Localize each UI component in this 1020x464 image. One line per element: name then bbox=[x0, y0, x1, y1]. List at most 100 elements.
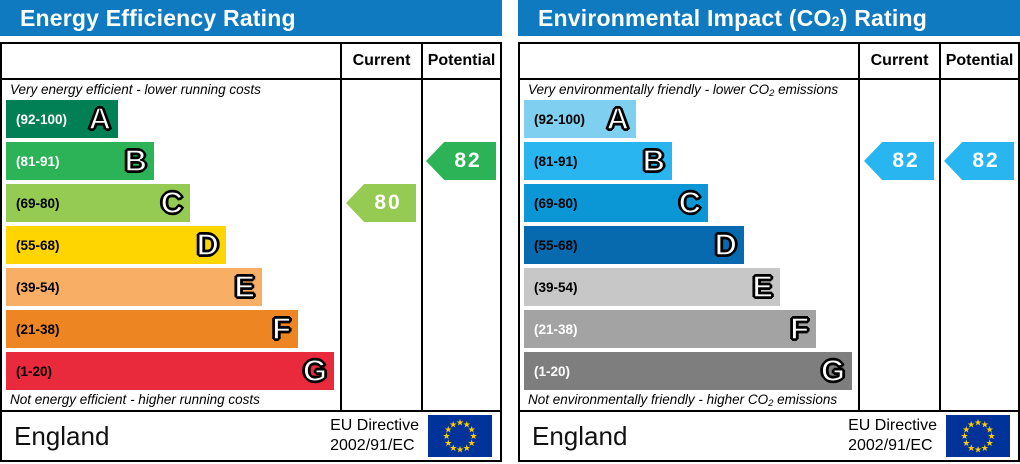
band-row-b: (81-91) B bbox=[6, 142, 340, 184]
energy-rating-table: Current Potential Very energy efficient … bbox=[0, 42, 502, 462]
bands: (92-100) A (81-91) B (69-80) C (55-68) D (39-54)… bbox=[6, 100, 340, 394]
current-rating-arrow: 80 bbox=[346, 184, 416, 222]
bottom-note-suffix: emissions bbox=[773, 392, 838, 407]
svg-text:★: ★ bbox=[967, 443, 975, 453]
svg-text:★: ★ bbox=[981, 420, 989, 430]
band-range-label: (92-100) bbox=[534, 111, 586, 127]
band-row-d: (55-68) D bbox=[6, 226, 340, 268]
band-row-g: (1-20) G bbox=[6, 352, 340, 394]
band-range-label: (39-54) bbox=[534, 279, 578, 295]
band-row-c: (69-80) C bbox=[6, 184, 340, 226]
environmental-rating-table: Current Potential Very environmentally f… bbox=[518, 42, 1020, 462]
band-letter: G bbox=[820, 352, 846, 389]
eu-flag-icon: ★★★★★★★★★★★★ bbox=[946, 415, 1010, 457]
column-divider bbox=[421, 44, 423, 412]
band-letter: A bbox=[606, 100, 630, 137]
potential-column-header: Potential bbox=[427, 52, 496, 69]
footer-row-divider bbox=[2, 410, 500, 412]
band-range-label: (39-54) bbox=[16, 279, 60, 295]
band-range-label: (21-38) bbox=[16, 321, 60, 337]
column-divider bbox=[939, 44, 941, 412]
band-range-label: (55-68) bbox=[16, 237, 60, 253]
top-note: Very environmentally friendly - lower CO… bbox=[528, 82, 854, 100]
band-range-label: (81-91) bbox=[16, 153, 60, 169]
band-letter: E bbox=[234, 268, 256, 305]
band-bar-a: (92-100) A bbox=[6, 100, 118, 138]
bottom-note-subscript: 2 bbox=[768, 398, 774, 410]
top-note-subscript: 2 bbox=[769, 88, 775, 100]
region-label: England bbox=[14, 420, 110, 451]
band-bar-d: (55-68) D bbox=[6, 226, 226, 264]
svg-text:★: ★ bbox=[469, 431, 477, 441]
bottom-note: Not environmentally friendly - higher CO… bbox=[528, 392, 854, 410]
column-divider bbox=[858, 44, 860, 412]
column-divider bbox=[340, 44, 342, 412]
table-footer: England EU Directive 2002/91/EC ★ ★ ★ ★ ★ ★ ★ ★… bbox=[2, 412, 500, 460]
potential-rating-arrow: 82 bbox=[944, 142, 1014, 180]
table-footer: England EU Directive 2002/91/EC ★ ★ ★ ★ ★ ★ ★ ★… bbox=[520, 412, 1018, 460]
header-row-divider bbox=[520, 78, 1018, 80]
svg-text:★: ★ bbox=[974, 445, 982, 455]
band-letter: B bbox=[124, 142, 148, 179]
band-letter: G bbox=[302, 352, 328, 389]
svg-text:★: ★ bbox=[463, 420, 471, 430]
band-letter: F bbox=[789, 310, 810, 347]
top-note-text: Very energy efficient - lower running co… bbox=[10, 82, 261, 97]
band-letter: C bbox=[160, 184, 184, 221]
band-range-label: (21-38) bbox=[534, 321, 578, 337]
eu-directive-line1: EU Directive bbox=[848, 417, 937, 435]
band-letter: C bbox=[678, 184, 702, 221]
bottom-note-text: Not energy efficient - higher running co… bbox=[10, 392, 260, 407]
title-subscript: 2 bbox=[831, 13, 840, 30]
band-row-d: (55-68) D bbox=[524, 226, 858, 268]
band-bar-b: (81-91) B bbox=[524, 142, 672, 180]
svg-text:★: ★ bbox=[967, 420, 975, 430]
svg-text:★: ★ bbox=[456, 418, 464, 428]
band-bar-f: (21-38) F bbox=[524, 310, 816, 348]
title-text: Energy Efficiency Rating bbox=[20, 4, 296, 31]
title-text: Environmental Impact (CO bbox=[538, 4, 832, 31]
band-letter: F bbox=[271, 310, 292, 347]
eu-directive-line1: EU Directive bbox=[330, 417, 419, 435]
svg-text:★: ★ bbox=[974, 418, 982, 428]
band-bar-g: (1-20) G bbox=[6, 352, 334, 390]
band-bar-g: (1-20) G bbox=[524, 352, 852, 390]
band-range-label: (69-80) bbox=[16, 195, 60, 211]
band-letter: D bbox=[196, 226, 220, 263]
band-bar-e: (39-54) E bbox=[524, 268, 780, 306]
svg-text:★: ★ bbox=[986, 438, 994, 448]
eu-directive-label: EU Directive 2002/91/EC bbox=[848, 416, 937, 455]
svg-text:★: ★ bbox=[444, 438, 452, 448]
eu-flag-icon: ★★★★★★★★★★★★ bbox=[428, 415, 492, 457]
band-row-e: (39-54) E bbox=[6, 268, 340, 310]
bottom-note-text: Not environmentally friendly - higher CO bbox=[528, 392, 769, 407]
band-letter: A bbox=[88, 100, 112, 137]
bottom-note: Not energy efficient - higher running co… bbox=[10, 392, 336, 407]
band-letter: D bbox=[714, 226, 738, 263]
title-text-suffix: ) Rating bbox=[839, 4, 927, 31]
potential-rating-arrow: 82 bbox=[426, 142, 496, 180]
band-bar-d: (55-68) D bbox=[524, 226, 744, 264]
top-note: Very energy efficient - lower running co… bbox=[10, 82, 336, 97]
band-bar-e: (39-54) E bbox=[6, 268, 262, 306]
svg-text:★: ★ bbox=[468, 424, 476, 434]
band-row-e: (39-54) E bbox=[524, 268, 858, 310]
band-row-f: (21-38) F bbox=[6, 310, 340, 352]
band-bar-f: (21-38) F bbox=[6, 310, 298, 348]
svg-text:★: ★ bbox=[463, 443, 471, 453]
band-bar-c: (69-80) C bbox=[6, 184, 190, 222]
band-letter: E bbox=[752, 268, 774, 305]
band-range-label: (1-20) bbox=[534, 363, 571, 379]
band-range-label: (92-100) bbox=[16, 111, 68, 127]
eu-directive-line2: 2002/91/EC bbox=[848, 437, 933, 454]
energy-panel-title: Energy Efficiency Rating bbox=[0, 0, 502, 36]
bands: (92-100) A (81-91) B (69-80) C (55-68) D (39-54)… bbox=[524, 100, 858, 394]
band-row-g: (1-20) G bbox=[524, 352, 858, 394]
current-rating-arrow: 82 bbox=[864, 142, 934, 180]
svg-text:★: ★ bbox=[468, 438, 476, 448]
band-row-b: (81-91) B bbox=[524, 142, 858, 184]
svg-text:★: ★ bbox=[449, 420, 457, 430]
eu-directive-label: EU Directive 2002/91/EC bbox=[330, 416, 419, 455]
band-range-label: (1-20) bbox=[16, 363, 53, 379]
